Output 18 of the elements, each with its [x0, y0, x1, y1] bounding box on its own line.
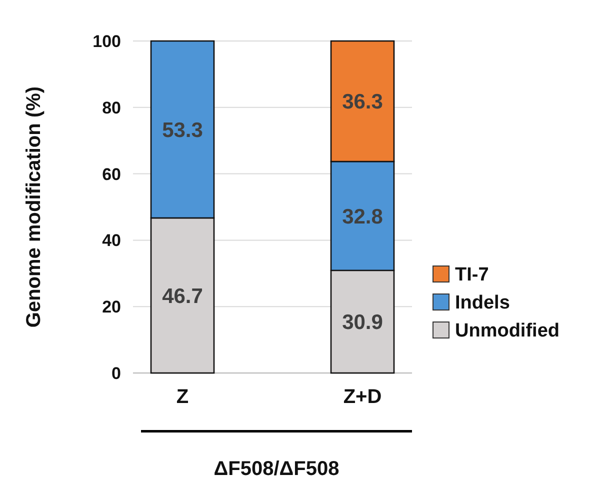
data-label: 46.7: [162, 284, 203, 308]
x-axis-title: ΔF508/ΔF508: [214, 458, 340, 480]
data-label: 32.8: [342, 205, 384, 228]
y-tick-label: 40: [102, 231, 121, 250]
data-label: 53.3: [162, 118, 203, 142]
data-label: 36.3: [342, 90, 383, 114]
legend-label: Unmodified: [455, 320, 560, 342]
y-tick-label: 80: [102, 98, 121, 118]
x-tick-label: Z: [176, 386, 189, 408]
y-axis-title: Genome modification (%): [23, 86, 45, 328]
x-tick-label: Z+D: [343, 386, 382, 408]
legend-label: TI-7: [455, 264, 489, 286]
y-tick-label: 0: [112, 364, 121, 383]
y-tick-label: 60: [102, 164, 121, 184]
y-tick-label: 100: [92, 32, 121, 51]
y-tick-label: 20: [102, 298, 121, 317]
data-label: 30.9: [342, 311, 383, 334]
legend-label: Indels: [455, 292, 510, 314]
